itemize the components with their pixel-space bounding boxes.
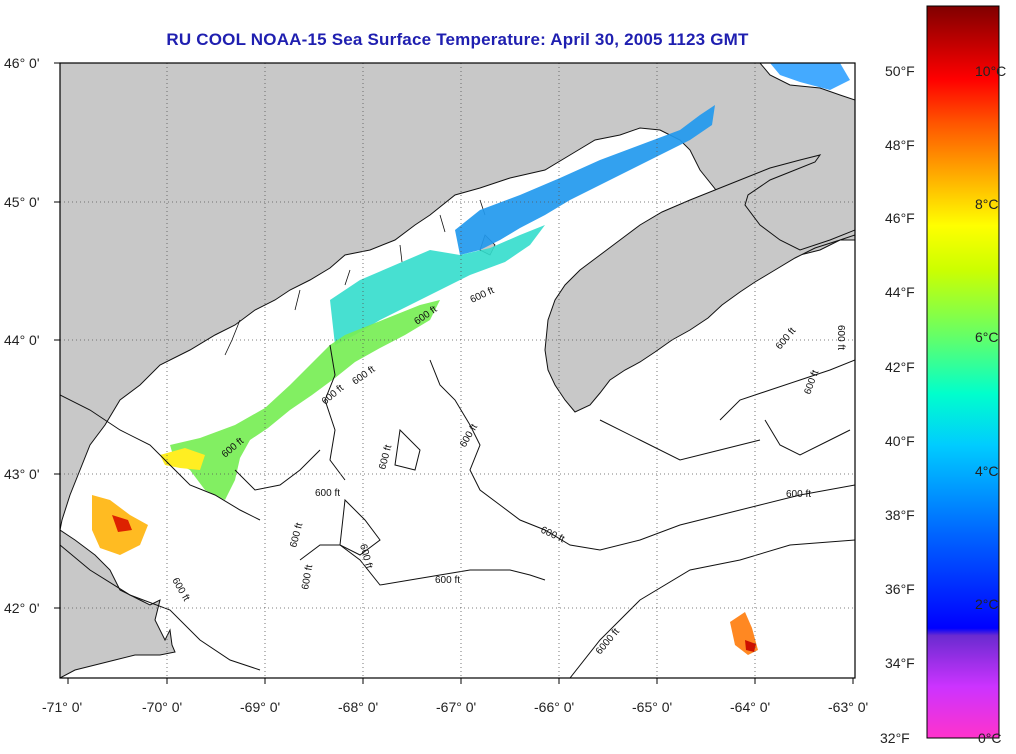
map-title: RU COOL NOAA-15 Sea Surface Temperature:… (166, 30, 749, 49)
f-label: 44°F (885, 284, 915, 300)
latitude-labels: 46° 0' 45° 0' 44° 0' 43° 0' 42° 0' (4, 55, 40, 616)
sst-northeast-patch (770, 63, 850, 90)
c-label: 6°C (975, 329, 999, 345)
lon-label: -65° 0' (632, 699, 672, 715)
f-label: 40°F (885, 433, 915, 449)
f-label: 46°F (885, 210, 915, 226)
map-frame (59, 62, 856, 679)
lon-label: -69° 0' (240, 699, 280, 715)
c-label: 10°C (975, 63, 1006, 79)
lon-label: -64° 0' (730, 699, 770, 715)
frame-ticks (54, 62, 854, 684)
lon-label: -63° 0' (828, 699, 868, 715)
land-mainland (60, 63, 855, 531)
sst-hot-spot (112, 515, 132, 532)
land-nova-scotia (544, 154, 855, 413)
contour-label-vertical: 600 ft (835, 325, 846, 350)
lat-label: 45° 0' (4, 194, 40, 210)
contour-label: 600 ft (786, 489, 811, 500)
f-label: 34°F (885, 655, 915, 671)
f-label: 50°F (885, 63, 915, 79)
lat-lon-grid (60, 63, 855, 678)
lon-label: -71° 0' (42, 699, 82, 715)
lat-label: 42° 0' (4, 600, 40, 616)
lat-label: 44° 0' (4, 332, 40, 348)
lon-label: -67° 0' (436, 699, 476, 715)
longitude-labels: -71° 0' -70° 0' -69° 0' -68° 0' -67° 0' … (42, 699, 868, 715)
c-label: 2°C (975, 596, 999, 612)
sst-yellow-patch (160, 448, 205, 470)
sst-green-band (170, 300, 440, 500)
bathymetry-contours (60, 344, 855, 678)
f-label: 42°F (885, 359, 915, 375)
sst-cyan-band (330, 225, 545, 345)
fahrenheit-labels: 50°F 48°F 46°F 44°F 42°F 40°F 38°F 36°F … (880, 63, 915, 746)
c-label: 8°C (975, 196, 999, 212)
c-label: 0°C (978, 730, 1002, 746)
lat-label: 43° 0' (4, 466, 40, 482)
lon-label: -68° 0' (338, 699, 378, 715)
lon-label: -70° 0' (142, 699, 182, 715)
color-scale-bar (926, 5, 1000, 739)
sst-southeast-hot (745, 640, 756, 652)
f-label: 32°F (880, 730, 910, 746)
sst-blue-band (455, 105, 715, 255)
f-label: 38°F (885, 507, 915, 523)
celsius-labels: 10°C 8°C 6°C 4°C 2°C 0°C (975, 63, 1006, 746)
contour-label: 600 ft (300, 564, 315, 591)
land-cape-cod (60, 529, 176, 678)
c-label: 4°C (975, 463, 999, 479)
f-label: 48°F (885, 137, 915, 153)
lat-label: 46° 0' (4, 55, 40, 71)
contour-label: 600 ft (435, 575, 460, 586)
f-label: 36°F (885, 581, 915, 597)
contour-label: 600 ft (315, 488, 340, 499)
lon-label: -66° 0' (534, 699, 574, 715)
